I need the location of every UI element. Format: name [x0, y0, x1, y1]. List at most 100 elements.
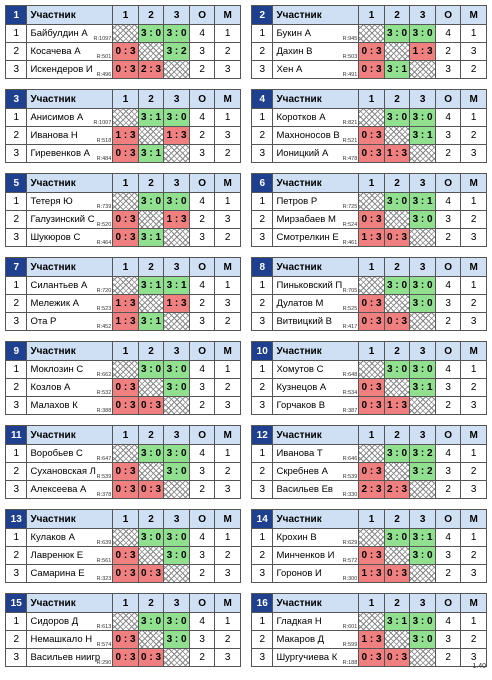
self-cell	[163, 312, 190, 331]
header-round-1: 1	[358, 5, 385, 25]
score-cell: 3 : 2	[163, 42, 190, 61]
participant-cell: Мирзабаев М R:524	[272, 210, 360, 229]
participant-cell: Крохин В R:629	[272, 528, 360, 547]
header-participant: Участник	[272, 509, 360, 529]
header-place: М	[214, 509, 241, 529]
participant-rating: R:601	[342, 624, 358, 630]
points-cell: 4	[434, 360, 462, 379]
points-cell: 3	[188, 378, 216, 397]
participant-name: Анисимов А	[30, 112, 84, 123]
self-cell	[383, 294, 411, 313]
header-place: М	[214, 5, 241, 25]
participant-cell: Козлов А R:532	[26, 378, 114, 397]
self-cell	[358, 444, 385, 463]
place-cell: 3	[460, 480, 487, 499]
participant-rating: R:945	[342, 36, 358, 42]
points-cell: 2	[188, 60, 216, 79]
score-cell: 0 : 3	[112, 396, 139, 415]
row-number: 1	[4, 360, 28, 379]
score-cell: 3 : 1	[137, 144, 165, 163]
score-cell: 3 : 0	[409, 24, 436, 43]
place-cell: 1	[460, 528, 487, 547]
score-cell: 0 : 3	[137, 480, 165, 499]
points-cell: 3	[188, 228, 216, 247]
group-number: 12	[250, 425, 274, 445]
header-round-1: 1	[358, 341, 385, 361]
place-cell: 1	[460, 612, 487, 631]
row-number: 3	[250, 396, 274, 415]
header-round-3: 3	[163, 593, 190, 613]
header-round-1: 1	[112, 5, 139, 25]
score-cell: 3 : 0	[383, 192, 411, 211]
score-cell: 3 : 0	[163, 108, 190, 127]
participant-rating: R:662	[96, 372, 112, 378]
header-round-1: 1	[358, 173, 385, 193]
participant-name: Сидоров Д	[30, 616, 79, 627]
header-points: О	[188, 257, 216, 277]
points-cell: 2	[434, 564, 462, 583]
participant-name: Минченков И	[276, 550, 335, 561]
row-number: 2	[250, 630, 274, 649]
place-cell: 3	[214, 294, 241, 313]
score-cell: 0 : 3	[112, 564, 139, 583]
header-round-3: 3	[409, 5, 436, 25]
place-cell: 2	[214, 462, 241, 481]
self-cell	[137, 546, 165, 565]
participant-rating: R:613	[96, 624, 112, 630]
participant-rating: R:1097	[93, 36, 112, 42]
row-number: 1	[250, 360, 274, 379]
score-cell: 3 : 0	[383, 360, 411, 379]
row-number: 2	[250, 126, 274, 145]
score-cell: 1 : 3	[358, 564, 385, 583]
participant-rating: R:330	[342, 492, 358, 498]
place-cell: 3	[460, 648, 487, 667]
header-participant: Участник	[272, 425, 360, 445]
row-number: 2	[4, 462, 28, 481]
place-cell: 3	[214, 396, 241, 415]
place-cell: 2	[460, 462, 487, 481]
place-cell: 3	[460, 564, 487, 583]
score-cell: 3 : 0	[163, 360, 190, 379]
self-cell	[112, 192, 139, 211]
participant-name: Махноносов В	[276, 130, 340, 141]
participant-rating: R:821	[342, 120, 358, 126]
row-number: 2	[250, 210, 274, 229]
row-number: 1	[4, 528, 28, 547]
points-cell: 4	[434, 444, 462, 463]
score-cell: 3 : 1	[137, 312, 165, 331]
points-cell: 4	[188, 612, 216, 631]
score-cell: 0 : 3	[112, 228, 139, 247]
self-cell	[137, 378, 165, 397]
place-cell: 2	[214, 378, 241, 397]
score-cell: 3 : 1	[383, 612, 411, 631]
participant-rating: R:639	[96, 540, 112, 546]
self-cell	[409, 564, 436, 583]
place-cell: 2	[214, 144, 241, 163]
header-round-1: 1	[112, 341, 139, 361]
header-points: О	[188, 425, 216, 445]
participant-cell: Кулаков А R:639	[26, 528, 114, 547]
group-number: 5	[4, 173, 28, 193]
place-cell: 3	[214, 648, 241, 667]
score-cell: 0 : 3	[112, 210, 139, 229]
header-participant: Участник	[272, 341, 360, 361]
score-cell: 0 : 3	[383, 312, 411, 331]
participant-cell: Гладкая Н R:601	[272, 612, 360, 631]
group-number: 13	[4, 509, 28, 529]
participant-rating: R:491	[342, 72, 358, 78]
participant-cell: Искендеров И R:496	[26, 60, 114, 79]
participant-rating: R:539	[342, 474, 358, 480]
